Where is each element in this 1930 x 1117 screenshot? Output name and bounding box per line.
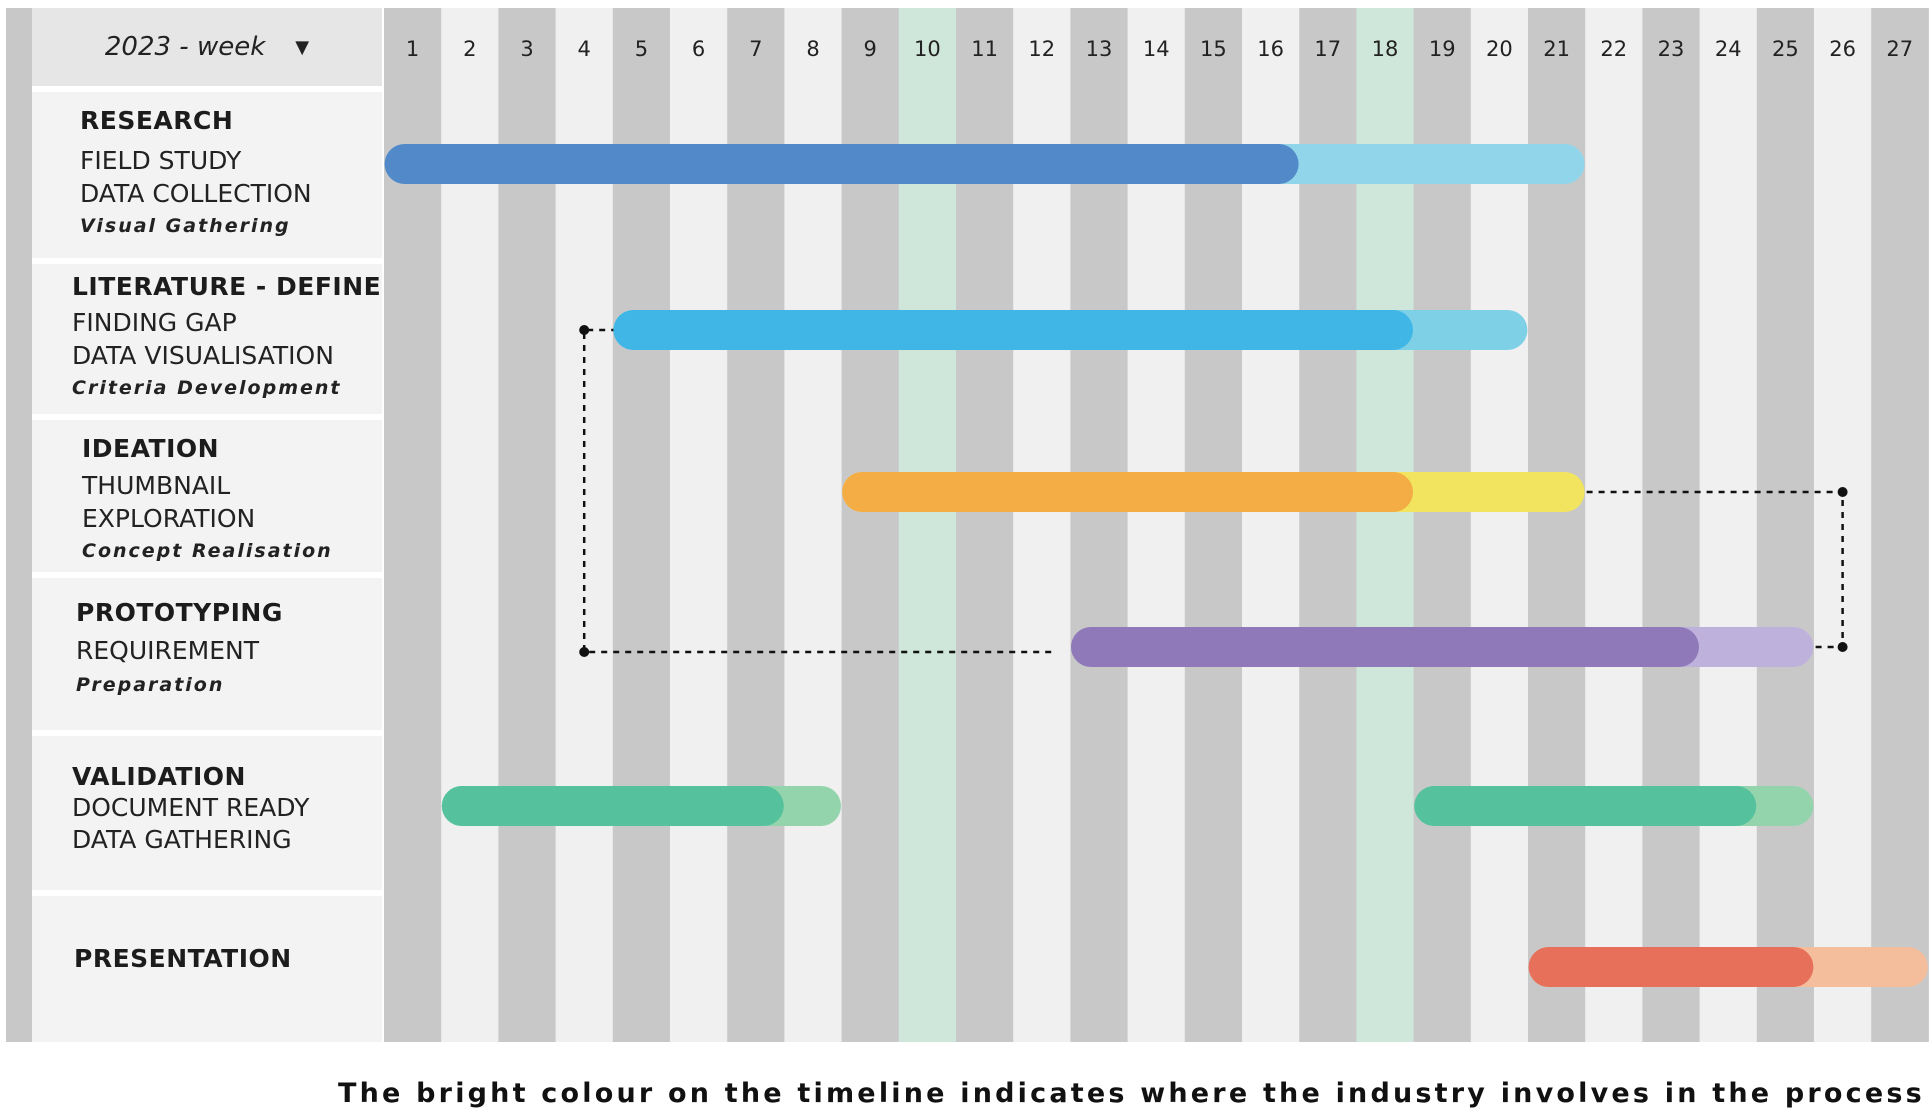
week-tick-label: 26 [1829,37,1856,61]
week-tick-label: 15 [1200,37,1227,61]
task-title: VALIDATION [72,762,246,791]
week-column [1585,8,1643,1042]
task-subtitle: Visual Gathering [80,215,291,237]
task-line: REQUIREMENT [76,636,260,665]
task-subtitle: Concept Realisation [82,540,333,562]
bar-bright-segment [842,472,1413,512]
task-line: THUMBNAIL [82,471,231,500]
week-tick-label: 16 [1257,37,1284,61]
week-tick-label: 11 [971,37,998,61]
week-tick-label: 21 [1543,37,1570,61]
task-panel-presentation: PRESENTATION [32,896,382,1042]
week-tick-label: 13 [1086,37,1113,61]
task-title: LITERATURE - DEFINE [72,272,382,301]
dependency-connector [582,328,1057,654]
bar-bright-segment [384,144,1299,184]
task-subtitle: Criteria Development [72,377,342,399]
chevron-down-icon[interactable]: ▼ [295,36,310,58]
task-title: RESEARCH [80,106,234,135]
week-tick-label: 4 [578,37,591,61]
bar-bright-segment [1528,947,1814,987]
dependency-dot [579,325,590,335]
week-tick-label: 24 [1715,37,1742,61]
task-line: DOCUMENT READY [72,793,310,822]
bar-bright-segment [613,310,1413,350]
task-line: DATA GATHERING [72,825,292,854]
week-tick-label: 1 [406,37,419,61]
week-column [1871,8,1929,1042]
task-panel-prototyping: PROTOTYPING REQUIREMENT Preparation [32,578,382,730]
week-tick-label: 3 [520,37,533,61]
week-tick-label: 20 [1486,37,1513,61]
bar-bright-segment [1071,627,1699,667]
week-selector-label: 2023 - week [104,32,266,62]
task-panel-research: RESEARCH FIELD STUDY DATA COLLECTION Vis… [32,92,382,258]
side-strip [6,8,32,1042]
task-line: FIELD STUDY [80,146,242,175]
week-tick-label: 10 [914,37,941,61]
chart-caption: The bright colour on the timeline indica… [338,1078,1925,1109]
week-tick-label: 27 [1886,37,1913,61]
task-title: PROTOTYPING [76,598,283,627]
week-tick-label: 22 [1600,37,1627,61]
week-tick-label: 12 [1028,37,1055,61]
task-line: EXPLORATION [82,504,256,533]
task-title: PRESENTATION [74,944,292,973]
week-tick-label: 9 [864,37,877,61]
week-tick-label: 23 [1658,37,1685,61]
week-tick-label: 19 [1429,37,1456,61]
week-tick-label: 2 [463,37,476,61]
week-tick-label: 18 [1372,37,1399,61]
task-subtitle: Preparation [76,674,225,696]
week-column [1756,8,1815,1042]
task-panel-ideation: IDEATION THUMBNAIL EXPLORATION Concept R… [32,420,382,572]
week-tick-label: 7 [749,37,762,61]
bar-bright-segment [1414,786,1757,826]
task-title: IDEATION [82,434,220,463]
bar-bright-segment [441,786,784,826]
dependency-dot [1837,642,1848,652]
dependency-dot [1837,487,1848,497]
week-tick-label: 17 [1314,37,1341,61]
dependency-dot [579,647,590,657]
week-tick-label: 25 [1772,37,1799,61]
week-column [1642,8,1701,1042]
task-panel-literature-define: LITERATURE - DEFINE FINDING GAP DATA VIS… [32,264,382,414]
week-tick-label: 5 [635,37,648,61]
week-tick-label: 8 [806,37,819,61]
week-tick-label: 14 [1143,37,1170,61]
task-line: DATA VISUALISATION [72,341,334,370]
task-line: FINDING GAP [72,308,237,337]
week-tick-label: 6 [692,37,705,61]
task-panel-validation: VALIDATION DOCUMENT READY DATA GATHERING [32,736,382,890]
week-column [1699,8,1758,1042]
week-selector-dropdown[interactable]: 2023 - week ▼ [32,8,382,86]
task-line: DATA COLLECTION [80,179,312,208]
